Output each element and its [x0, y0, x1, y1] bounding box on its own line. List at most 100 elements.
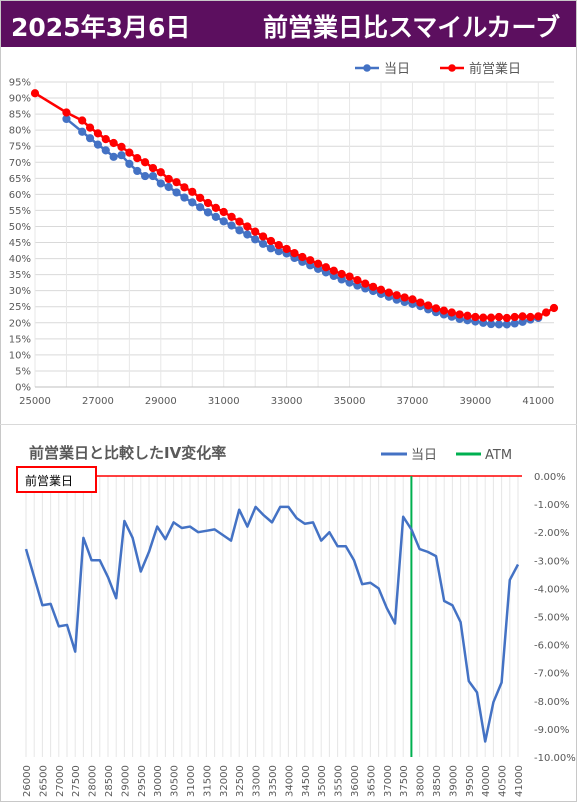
- y-tick-label: 85%: [9, 110, 31, 121]
- data-point-today: [140, 171, 150, 181]
- data-point-prev: [62, 108, 71, 117]
- y-tick-label: -5.00%: [534, 613, 569, 624]
- legend-swatch-marker: [363, 64, 371, 72]
- data-point-prev: [251, 227, 260, 236]
- x-tick-label: 34000: [284, 765, 295, 797]
- data-point-prev: [345, 272, 354, 281]
- y-tick-label: -7.00%: [534, 669, 569, 680]
- legend-swatch-marker: [448, 64, 456, 72]
- chart-title: 前営業日と比較したIV変化率: [29, 444, 226, 462]
- y-tick-label: 0.00%: [534, 472, 566, 483]
- x-tick-label: 27000: [55, 765, 66, 797]
- data-point-prev: [196, 193, 205, 202]
- data-point-today: [164, 182, 173, 192]
- x-tick-label: 38500: [432, 765, 443, 797]
- data-point-prev: [133, 153, 142, 163]
- data-point-prev: [510, 312, 519, 322]
- x-tick-label: 37000: [383, 765, 394, 797]
- legend-label: 当日: [411, 448, 437, 463]
- x-tick-label: 31000: [208, 396, 240, 407]
- header-date: 2025年3月6日: [11, 13, 191, 42]
- x-tick-label: 40500: [498, 765, 509, 797]
- y-tick-label: -9.00%: [534, 725, 569, 736]
- data-point-prev: [337, 269, 346, 279]
- y-tick-label: 10%: [9, 350, 31, 361]
- data-point-prev: [439, 306, 449, 315]
- data-point-prev: [447, 308, 456, 317]
- x-tick-label: 29500: [137, 765, 148, 797]
- data-point-prev: [85, 123, 95, 132]
- header-title: 前営業日比スマイルカーブ: [263, 13, 561, 42]
- y-tick-label: -4.00%: [534, 584, 569, 595]
- data-point-today: [172, 188, 181, 197]
- data-point-prev: [180, 183, 189, 192]
- data-point-today: [243, 230, 252, 239]
- data-point-today: [251, 235, 260, 244]
- data-point-prev: [117, 142, 126, 151]
- x-tick-label: 32500: [235, 765, 246, 797]
- annotation-label: 前営業日: [25, 473, 73, 488]
- x-tick-label: 39000: [448, 765, 459, 797]
- data-point-prev: [243, 222, 252, 231]
- y-tick-label: -6.00%: [534, 641, 569, 652]
- data-point-today: [211, 212, 220, 221]
- x-tick-label: 40000: [481, 765, 492, 797]
- data-point-prev: [542, 308, 551, 317]
- y-tick-label: 25%: [9, 302, 31, 313]
- data-point-prev: [235, 217, 244, 226]
- x-tick-label: 26000: [22, 765, 33, 797]
- data-point-prev: [416, 298, 425, 307]
- data-point-prev: [78, 116, 87, 125]
- data-point-prev: [463, 311, 472, 320]
- data-point-prev: [188, 187, 197, 196]
- data-point-prev: [329, 266, 338, 275]
- y-tick-label: 95%: [9, 78, 31, 89]
- data-point-today: [235, 226, 244, 235]
- x-tick-label: 34500: [301, 765, 312, 797]
- x-tick-label: 41000: [514, 765, 525, 797]
- data-point-prev: [400, 293, 409, 302]
- data-point-prev: [534, 312, 543, 321]
- y-tick-label: 60%: [9, 190, 31, 201]
- x-tick-label: 33000: [252, 765, 263, 797]
- y-tick-label: 75%: [9, 142, 31, 153]
- data-point-prev: [313, 259, 323, 268]
- x-tick-label: 27000: [82, 396, 114, 407]
- data-point-today: [203, 208, 213, 217]
- data-point-prev: [211, 203, 220, 212]
- data-point-today: [148, 171, 158, 181]
- data-point-prev: [258, 232, 268, 241]
- data-point-prev: [172, 178, 181, 187]
- data-point-prev: [30, 89, 40, 98]
- y-tick-label: 50%: [9, 222, 31, 233]
- x-tick-label: 30000: [153, 765, 164, 797]
- x-tick-label: 37500: [399, 765, 410, 797]
- data-point-prev: [125, 148, 134, 157]
- smile-curve-chart: 0% 5% 10% 15% 20% 25% 30% 35% 40% 45% 50% 55% 60% 65%…: [9, 61, 559, 407]
- x-tick-label: 31000: [186, 765, 197, 797]
- data-point-prev: [290, 249, 299, 258]
- annotation-box: [16, 466, 97, 493]
- y-tick-label: 65%: [9, 174, 31, 185]
- data-point-prev: [549, 303, 559, 313]
- x-tick-label: 35500: [334, 765, 345, 797]
- data-point-prev: [502, 313, 511, 323]
- header-bar: 2025年3月6日 前営業日比スマイルカーブ: [1, 1, 576, 47]
- data-point-prev: [266, 236, 276, 246]
- y-tick-label: 0%: [15, 383, 31, 394]
- data-point-prev: [227, 212, 236, 221]
- y-tick-label: -8.00%: [534, 697, 569, 708]
- y-tick-label: -1.00%: [534, 500, 569, 511]
- data-point-today: [117, 151, 126, 160]
- data-point-prev: [203, 198, 213, 208]
- x-tick-label: 36000: [350, 765, 361, 797]
- data-point-today: [93, 140, 103, 149]
- legend-label: ATM: [485, 448, 512, 463]
- y-tick-label: 15%: [9, 334, 31, 345]
- data-point-prev: [321, 263, 331, 272]
- x-tick-label: 39000: [459, 396, 491, 407]
- y-tick-label: 90%: [9, 94, 31, 105]
- data-point-today: [188, 198, 197, 207]
- y-tick-label: 20%: [9, 318, 31, 329]
- data-point-prev: [148, 163, 158, 173]
